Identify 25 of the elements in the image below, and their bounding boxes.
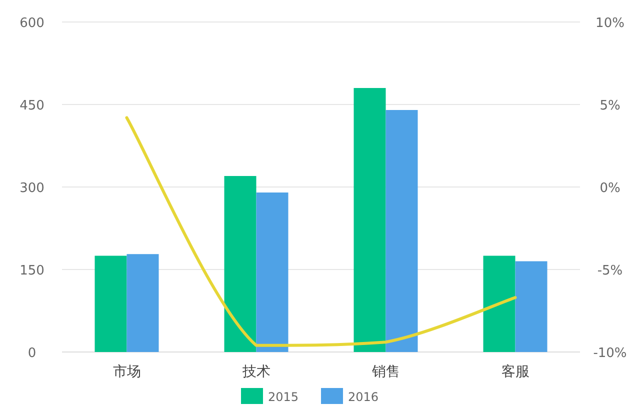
x-tick-label: 销售 xyxy=(370,364,400,380)
y-tick-label: 600 xyxy=(20,16,44,31)
line-series xyxy=(125,116,517,347)
y-tick-label: 150 xyxy=(20,264,44,278)
y2-tick-label: -10% xyxy=(593,346,627,361)
bar xyxy=(354,88,386,352)
bar xyxy=(386,110,418,352)
legend-label: 2015 xyxy=(268,390,299,404)
y2-tick-label: -5% xyxy=(597,264,623,278)
y2-tick-label: 5% xyxy=(600,98,620,114)
y-tick-label: 450 xyxy=(20,98,44,114)
bar xyxy=(483,256,516,352)
y2-tick-label: 10% xyxy=(596,16,624,31)
y2-tick-label: 0% xyxy=(600,181,620,196)
bar xyxy=(94,256,127,352)
y-tick-label: 0 xyxy=(28,346,36,361)
bar xyxy=(256,192,288,352)
x-tick-label: 技术 xyxy=(241,364,270,380)
x-tick-label: 市场 xyxy=(112,364,141,380)
bar xyxy=(515,261,548,352)
x-tick-label: 客服 xyxy=(501,364,530,380)
legend-label: 2016 xyxy=(348,390,379,404)
y-tick-label: 300 xyxy=(20,181,44,196)
bar xyxy=(224,176,256,352)
bar xyxy=(126,254,159,352)
